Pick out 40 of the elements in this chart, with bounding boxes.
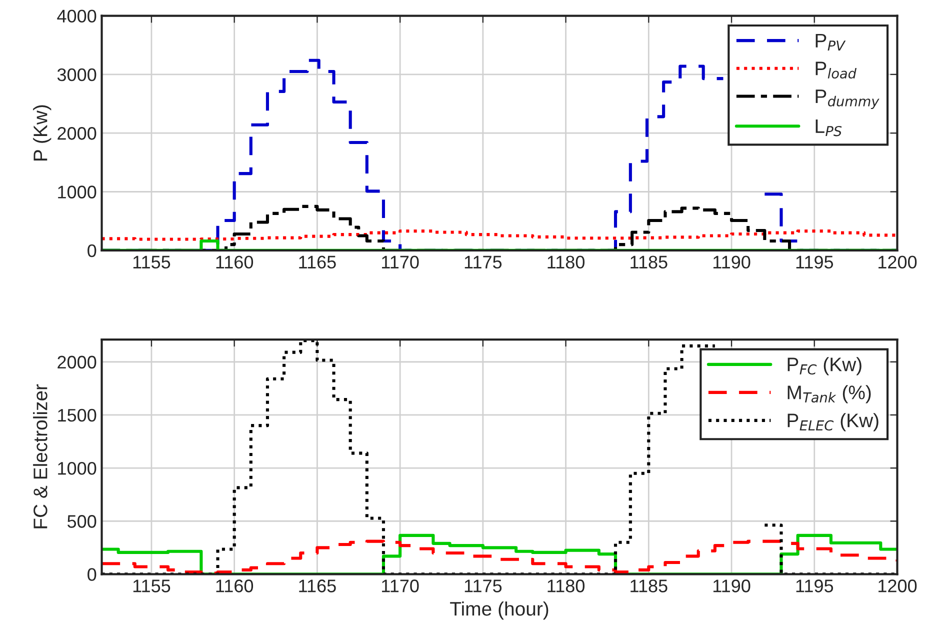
legend-label: P$_{load}$ [816, 62, 857, 79]
x-tick-label: 1175 [464, 580, 502, 592]
y-axis-title: FC & Electrolizer [33, 384, 48, 528]
x-axis-title: Time (hour) [450, 601, 548, 620]
legend-label: P$_{FC}$ (Kw) [788, 357, 862, 376]
legend-label: P$_{PV}$ [816, 34, 846, 51]
x-tick-label: 1160 [216, 580, 254, 592]
y-tick-label: 2000 [58, 127, 96, 140]
x-tick-label: 1185 [630, 580, 668, 592]
x-tick-label: 1200 [878, 256, 917, 269]
y-tick-label: 3000 [57, 68, 96, 82]
x-tick-label: 1185 [630, 256, 668, 269]
x-tick-label: 1170 [382, 580, 419, 592]
y-tick-label: 1500 [58, 408, 96, 422]
x-tick-label: 1175 [464, 256, 502, 269]
x-tick-label: 1170 [382, 256, 419, 269]
x-tick-label: 1195 [796, 580, 834, 592]
x-tick-label: 1180 [548, 256, 585, 269]
x-tick-label: 1155 [133, 580, 170, 592]
y-tick-label: 500 [67, 515, 96, 528]
x-tick-label: 1190 [713, 256, 750, 269]
x-tick-label: 1190 [713, 580, 750, 592]
x-tick-label: 1200 [878, 580, 917, 592]
legend-label: L$_{PS}$ [816, 119, 842, 136]
x-tick-label: 1155 [133, 256, 170, 269]
x-tick-label: 1160 [216, 256, 254, 269]
y-tick-label: 1000 [58, 462, 96, 475]
legend-label: P$_{ELEC}$ (Kw) [788, 413, 878, 432]
y-tick-label: 0 [88, 244, 96, 258]
y-axis-title: P (Kw) [33, 105, 52, 160]
y-tick-label: 2000 [58, 356, 96, 369]
x-tick-label: 1180 [548, 580, 585, 592]
legend-label: P$_{dummy}$ [816, 90, 880, 110]
legend-label: M$_{Tank}$ (%) [788, 385, 871, 404]
x-tick-label: 1195 [796, 256, 834, 269]
y-tick-label: 4000 [57, 10, 96, 22]
y-tick-label: 0 [88, 568, 96, 581]
y-tick-label: 1000 [58, 186, 96, 198]
x-tick-label: 1165 [299, 256, 336, 269]
x-tick-label: 1165 [299, 580, 336, 592]
